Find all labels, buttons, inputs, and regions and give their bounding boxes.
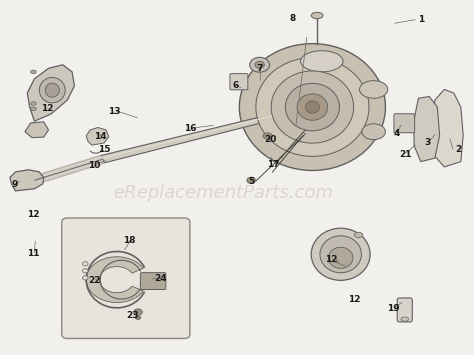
Ellipse shape [362,124,385,140]
Text: 17: 17 [267,160,280,169]
Text: 6: 6 [233,81,239,90]
FancyBboxPatch shape [397,298,412,322]
Ellipse shape [328,247,353,268]
Text: 15: 15 [98,145,110,154]
Ellipse shape [82,262,88,266]
Text: 12: 12 [347,295,360,304]
Ellipse shape [311,12,323,19]
Ellipse shape [250,58,270,72]
FancyBboxPatch shape [394,114,415,133]
Ellipse shape [31,70,36,73]
FancyBboxPatch shape [62,218,190,338]
Text: 10: 10 [89,161,101,170]
Polygon shape [101,106,307,163]
Text: 19: 19 [387,304,400,313]
Ellipse shape [285,83,339,131]
FancyBboxPatch shape [140,273,166,290]
FancyBboxPatch shape [230,73,248,90]
Ellipse shape [359,81,388,98]
Polygon shape [433,89,463,167]
Ellipse shape [263,133,273,139]
Ellipse shape [301,51,343,72]
Ellipse shape [45,83,59,97]
Text: 18: 18 [123,236,136,245]
Text: eReplacementParts.com: eReplacementParts.com [113,184,333,202]
Text: 12: 12 [41,104,54,113]
Text: 23: 23 [126,311,138,320]
Text: 1: 1 [418,15,424,23]
Polygon shape [25,122,48,138]
Text: 12: 12 [325,255,337,264]
Polygon shape [86,127,109,145]
Wedge shape [86,257,143,302]
Text: 22: 22 [89,276,101,285]
Polygon shape [414,97,439,162]
Text: 5: 5 [248,176,254,186]
Text: 13: 13 [108,107,121,116]
Text: 16: 16 [183,124,196,133]
Ellipse shape [355,232,363,237]
Ellipse shape [256,58,369,156]
Ellipse shape [401,317,409,321]
Ellipse shape [305,101,319,113]
Ellipse shape [247,177,255,184]
Text: 11: 11 [27,249,40,258]
Ellipse shape [297,94,328,120]
Ellipse shape [82,269,88,273]
Ellipse shape [39,77,65,103]
Ellipse shape [311,228,370,280]
Text: 24: 24 [155,274,167,283]
Polygon shape [10,170,44,191]
Text: 14: 14 [94,132,107,142]
Text: 2: 2 [456,145,462,154]
Text: 7: 7 [256,64,263,73]
Ellipse shape [31,107,36,110]
Text: 21: 21 [400,150,412,159]
Ellipse shape [255,61,264,68]
Ellipse shape [134,309,142,315]
Ellipse shape [239,44,385,170]
Polygon shape [27,65,74,121]
Text: 3: 3 [425,138,431,147]
Text: 4: 4 [394,129,401,138]
Ellipse shape [31,102,36,105]
Text: 9: 9 [11,180,18,189]
Ellipse shape [271,71,354,143]
Ellipse shape [82,276,88,280]
Text: 8: 8 [290,14,296,23]
Ellipse shape [320,236,361,273]
Text: 20: 20 [265,135,277,144]
Ellipse shape [135,316,141,320]
Text: 12: 12 [27,210,40,219]
